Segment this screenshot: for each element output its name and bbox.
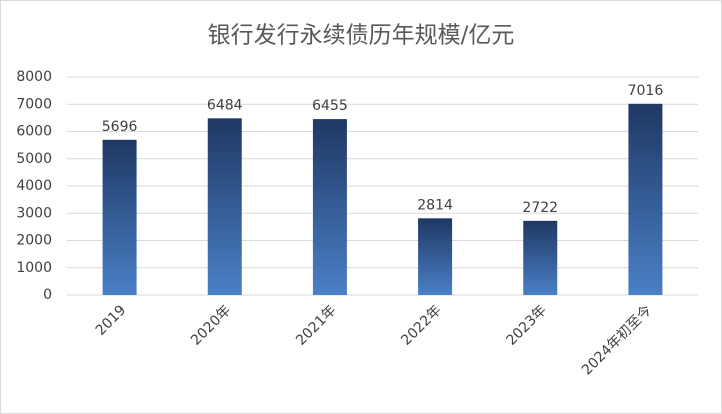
y-tick-label: 5000: [16, 151, 52, 167]
y-tick-label: 4000: [16, 178, 52, 194]
data-label: 5696: [102, 119, 138, 135]
y-tick-label: 8000: [16, 69, 52, 85]
data-label: 6455: [312, 98, 348, 114]
y-tick-label: 0: [43, 287, 52, 303]
bar: [312, 119, 347, 295]
chart-title: 银行发行永续债历年规模/亿元: [208, 23, 515, 49]
bar: [418, 218, 453, 295]
bar: [523, 220, 558, 295]
data-label: 7016: [628, 83, 664, 99]
y-tick-label: 6000: [16, 124, 52, 140]
data-label: 2722: [522, 200, 558, 216]
data-label: 2814: [417, 197, 453, 213]
y-tick-label: 7000: [16, 96, 52, 112]
bar: [207, 118, 242, 295]
y-tick-label: 2000: [16, 233, 52, 249]
y-tick-label: 3000: [16, 205, 52, 221]
bar: [628, 103, 663, 296]
y-tick-label: 1000: [16, 260, 52, 276]
data-label: 6484: [207, 97, 243, 113]
bar: [102, 139, 137, 295]
